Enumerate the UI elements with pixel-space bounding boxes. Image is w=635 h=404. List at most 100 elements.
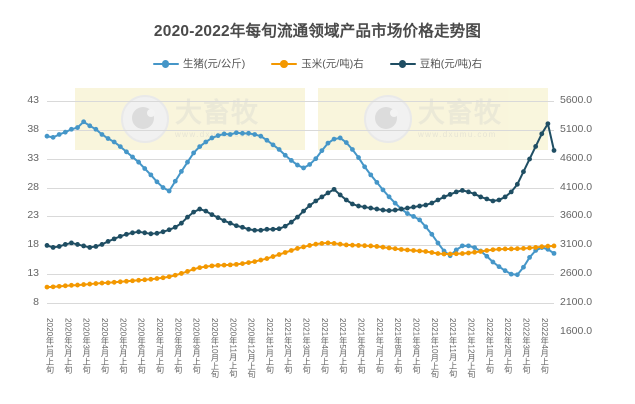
data-point[interactable] xyxy=(215,215,221,221)
data-point[interactable] xyxy=(411,248,416,253)
data-point[interactable] xyxy=(191,209,197,215)
data-point[interactable] xyxy=(435,251,441,256)
data-point[interactable] xyxy=(209,212,215,218)
data-point[interactable] xyxy=(191,150,197,156)
data-point[interactable] xyxy=(87,245,93,250)
data-point[interactable] xyxy=(44,133,50,139)
data-point[interactable] xyxy=(209,263,215,269)
data-point[interactable] xyxy=(288,219,294,225)
data-point[interactable] xyxy=(50,245,56,250)
data-point[interactable] xyxy=(441,194,447,200)
data-point[interactable] xyxy=(533,245,539,250)
data-point[interactable] xyxy=(337,135,343,141)
data-point[interactable] xyxy=(172,224,178,230)
data-point[interactable] xyxy=(356,243,361,248)
data-point[interactable] xyxy=(62,129,68,135)
data-point[interactable] xyxy=(124,149,129,155)
data-point[interactable] xyxy=(148,276,154,282)
data-point[interactable] xyxy=(264,137,270,143)
data-point[interactable] xyxy=(264,226,270,232)
data-point[interactable] xyxy=(478,249,484,254)
data-point[interactable] xyxy=(514,272,520,278)
data-point[interactable] xyxy=(178,220,184,226)
data-point[interactable] xyxy=(374,179,380,185)
data-point[interactable] xyxy=(405,205,410,211)
data-point[interactable] xyxy=(87,281,93,287)
data-point[interactable] xyxy=(142,230,148,236)
data-point[interactable] xyxy=(392,200,398,206)
data-point[interactable] xyxy=(178,271,184,276)
data-point[interactable] xyxy=(466,189,471,195)
data-point[interactable] xyxy=(130,154,135,160)
data-point[interactable] xyxy=(392,246,398,252)
data-point[interactable] xyxy=(521,169,526,175)
data-point[interactable] xyxy=(319,194,325,200)
data-point[interactable] xyxy=(282,152,288,158)
data-point[interactable] xyxy=(240,224,245,230)
data-point[interactable] xyxy=(240,130,245,136)
data-point[interactable] xyxy=(472,191,477,197)
data-point[interactable] xyxy=(270,254,276,259)
data-point[interactable] xyxy=(276,226,282,232)
data-point[interactable] xyxy=(252,132,258,137)
data-point[interactable] xyxy=(172,178,178,184)
data-point[interactable] xyxy=(423,249,429,254)
data-point[interactable] xyxy=(472,245,477,250)
data-point[interactable] xyxy=(166,188,172,194)
data-point[interactable] xyxy=(350,201,355,207)
data-point[interactable] xyxy=(380,207,386,213)
data-point[interactable] xyxy=(313,156,319,162)
data-point[interactable] xyxy=(87,123,93,129)
data-point[interactable] xyxy=(368,205,374,211)
data-point[interactable] xyxy=(514,181,520,187)
data-point[interactable] xyxy=(197,144,203,149)
data-point[interactable] xyxy=(398,247,404,252)
data-point[interactable] xyxy=(154,230,160,236)
data-point[interactable] xyxy=(325,140,331,146)
data-point[interactable] xyxy=(472,249,477,255)
data-point[interactable] xyxy=(343,242,349,248)
data-point[interactable] xyxy=(521,264,526,270)
data-point[interactable] xyxy=(117,233,123,239)
data-point[interactable] xyxy=(221,131,227,137)
data-point[interactable] xyxy=(539,131,545,137)
data-point[interactable] xyxy=(429,200,435,206)
legend-item-2[interactable]: 玉米(元/吨)右 xyxy=(271,56,364,71)
data-point[interactable] xyxy=(258,227,264,233)
data-point[interactable] xyxy=(459,243,465,249)
data-point[interactable] xyxy=(148,172,154,178)
data-point[interactable] xyxy=(368,172,374,178)
data-point[interactable] xyxy=(527,245,532,251)
data-point[interactable] xyxy=(227,262,233,268)
data-point[interactable] xyxy=(496,264,502,270)
data-point[interactable] xyxy=(429,231,435,237)
data-point[interactable] xyxy=(459,187,465,193)
data-point[interactable] xyxy=(166,227,172,233)
data-point[interactable] xyxy=(307,162,313,167)
data-point[interactable] xyxy=(350,242,355,248)
data-point[interactable] xyxy=(313,241,319,247)
data-point[interactable] xyxy=(130,278,135,284)
data-point[interactable] xyxy=(490,259,496,265)
data-point[interactable] xyxy=(551,243,557,249)
data-point[interactable] xyxy=(447,251,453,257)
data-point[interactable] xyxy=(136,229,142,235)
data-point[interactable] xyxy=(453,247,459,253)
data-point[interactable] xyxy=(527,156,532,162)
data-point[interactable] xyxy=(105,136,111,141)
data-point[interactable] xyxy=(185,159,190,165)
data-point[interactable] xyxy=(325,190,331,196)
data-point[interactable] xyxy=(405,211,410,216)
data-point[interactable] xyxy=(502,268,508,274)
data-point[interactable] xyxy=(136,277,142,283)
data-point[interactable] xyxy=(386,208,392,213)
data-point[interactable] xyxy=(81,243,87,249)
data-point[interactable] xyxy=(288,158,294,163)
data-point[interactable] xyxy=(69,240,74,246)
data-point[interactable] xyxy=(75,125,80,130)
data-point[interactable] xyxy=(50,284,56,290)
data-point[interactable] xyxy=(301,244,306,250)
data-point[interactable] xyxy=(301,208,306,214)
data-point[interactable] xyxy=(551,148,557,153)
data-point[interactable] xyxy=(337,241,343,247)
